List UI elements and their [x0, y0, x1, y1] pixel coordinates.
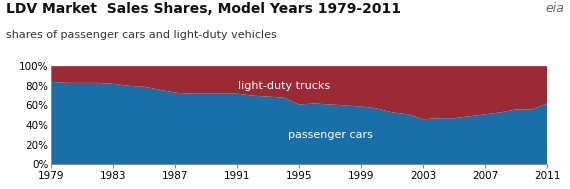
Text: shares of passenger cars and light-duty vehicles: shares of passenger cars and light-duty …: [6, 30, 276, 40]
Text: LDV Market  Sales Shares, Model Years 1979-2011: LDV Market Sales Shares, Model Years 197…: [6, 2, 401, 16]
Text: light-duty trucks: light-duty trucks: [238, 81, 330, 91]
Text: passenger cars: passenger cars: [288, 130, 373, 140]
Text: eia: eia: [545, 2, 564, 15]
